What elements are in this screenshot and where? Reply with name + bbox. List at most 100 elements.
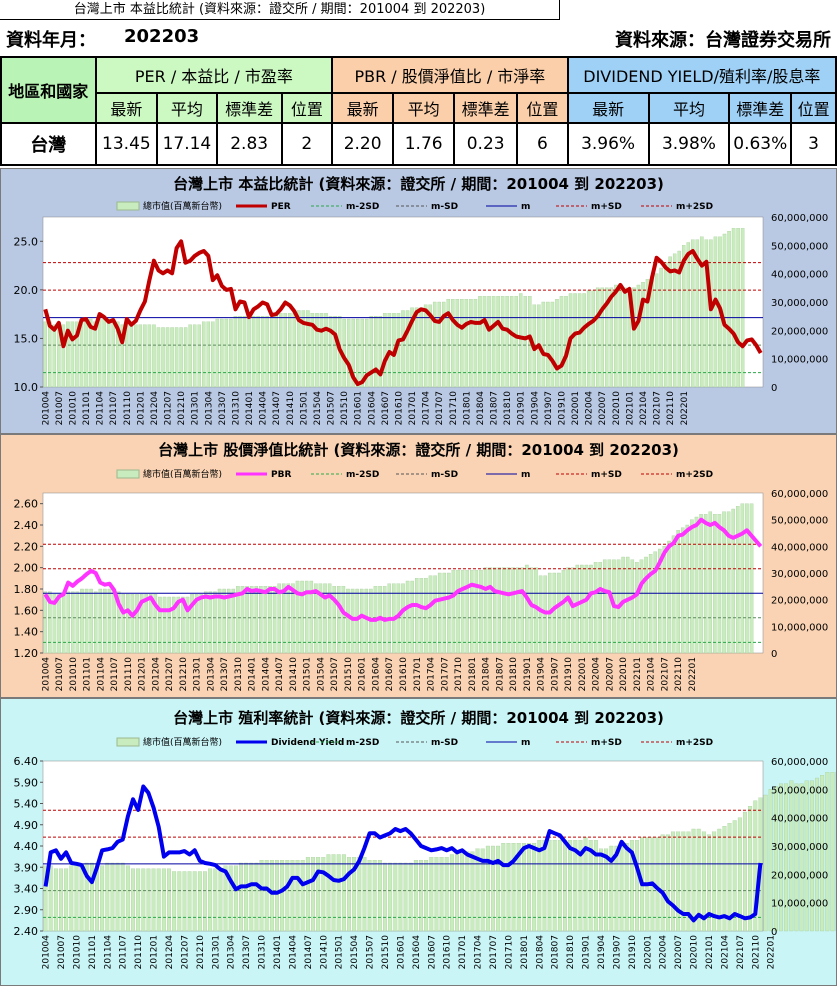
marketcap-bar [749, 503, 754, 654]
marketcap-bar [53, 868, 58, 932]
marketcap-bar [773, 786, 778, 932]
marketcap-bar [398, 862, 403, 932]
marketcap-bar [607, 559, 612, 654]
marketcap-bar [151, 868, 156, 932]
marketcap-bar [48, 321, 52, 388]
marketcap-bar [211, 321, 215, 388]
marketcap-bar [238, 316, 242, 388]
x-tick-label: 201801 [468, 657, 478, 691]
marketcap-bar [419, 307, 423, 388]
marketcap-bar [672, 253, 677, 388]
marketcap-bar [405, 310, 410, 388]
marketcap-bar [260, 316, 265, 388]
per-pos-header: 位置 [280, 92, 334, 124]
x-tick-label: 201110 [124, 657, 134, 692]
marketcap-bar [239, 862, 243, 932]
marketcap-bar [815, 777, 819, 932]
marketcap-bar [546, 301, 550, 388]
x-tick-label: 201307 [220, 657, 230, 691]
marketcap-bar [300, 860, 305, 932]
chart-title: 台灣上市 殖利率統計 (資料來源：證交所 / 期間：201004 到 20220… [173, 709, 664, 727]
marketcap-bar [181, 596, 185, 654]
marketcap-bar [514, 296, 518, 388]
legend-label-6: m+2SD [676, 202, 713, 212]
pbr-avg: 1.76 [392, 122, 456, 166]
marketcap-bar [575, 564, 580, 654]
marketcap-bar [511, 567, 515, 654]
marketcap-bar [663, 262, 668, 388]
marketcap-bar [70, 321, 75, 388]
legend-label-5: m+SD [591, 202, 622, 212]
y-tick-label: 2.00 [14, 562, 39, 575]
marketcap-bar [188, 324, 192, 388]
marketcap-bar [668, 256, 672, 388]
x-tick-label: 201101 [83, 657, 93, 691]
marketcap-bar [547, 840, 552, 932]
marketcap-bar [740, 228, 745, 388]
marketcap-bar [763, 794, 768, 932]
marketcap-bar [162, 596, 167, 654]
x-tick-label: 202004 [592, 657, 602, 692]
y2-tick-label: 10,000,000 [771, 355, 828, 366]
marketcap-bar [635, 562, 639, 654]
marketcap-bar [80, 588, 84, 654]
marketcap-bar [694, 516, 699, 654]
marketcap-bar [226, 588, 231, 654]
legend-label-6: m+2SD [676, 470, 713, 480]
marketcap-bar [779, 783, 783, 932]
marketcap-bar [731, 508, 735, 654]
x-tick-label: 202107 [660, 657, 670, 691]
marketcap-bar [93, 591, 98, 654]
marketcap-bar [731, 228, 736, 388]
marketcap-bar [259, 586, 263, 654]
marketcap-bar [341, 854, 346, 932]
x-tick-label: 201910 [557, 391, 567, 426]
pbr-group-header: PBR / 股價淨值比 / 市淨率 [331, 56, 569, 94]
marketcap-bar [295, 580, 300, 654]
marketcap-bar [367, 860, 372, 932]
marketcap-bar [249, 586, 254, 654]
x-tick-label: 202110 [751, 935, 761, 970]
marketcap-bar [208, 591, 213, 654]
marketcap-bar [75, 591, 80, 654]
marketcap-bar [374, 316, 378, 388]
marketcap-bar [59, 868, 63, 932]
x-tick-label: 202104 [647, 657, 657, 692]
marketcap-bar [304, 580, 309, 654]
x-tick-label: 201907 [550, 657, 560, 691]
marketcap-bar [125, 865, 130, 932]
marketcap-bar [174, 327, 179, 388]
marketcap-bar [208, 868, 213, 932]
marketcap-bar [146, 868, 151, 932]
marketcap-bar [43, 865, 48, 932]
marketcap-bar [809, 780, 814, 932]
marketcap-bar [64, 868, 69, 932]
marketcap-bar [292, 310, 297, 388]
marketcap-bar [619, 845, 624, 932]
marketcap-bar [156, 868, 161, 932]
x-tick-label: 202007 [674, 935, 684, 969]
marketcap-bar [414, 307, 419, 388]
marketcap-bar [167, 868, 171, 932]
marketcap-bar [451, 299, 455, 388]
x-tick-label: 201404 [261, 657, 271, 692]
x-tick-label: 201710 [449, 391, 459, 426]
marketcap-bar [623, 287, 627, 388]
marketcap-bar [520, 567, 524, 654]
marketcap-bar [732, 820, 737, 932]
marketcap-bar [355, 318, 360, 388]
marketcap-bar [573, 840, 578, 932]
marketcap-bar [93, 321, 97, 388]
marketcap-bar [290, 860, 295, 932]
x-tick-label: 201601 [358, 657, 368, 691]
legend-label-6: m+2SD [676, 738, 713, 748]
marketcap-bar [437, 301, 441, 388]
marketcap-bar [439, 857, 444, 932]
marketcap-bar [61, 324, 66, 388]
marketcap-bar [346, 318, 351, 388]
marketcap-bar [102, 318, 106, 388]
marketcap-bar [609, 287, 614, 388]
x-tick-label: 201304 [206, 657, 216, 692]
marketcap-bar [488, 567, 492, 654]
x-tick-label: 201201 [136, 391, 146, 425]
